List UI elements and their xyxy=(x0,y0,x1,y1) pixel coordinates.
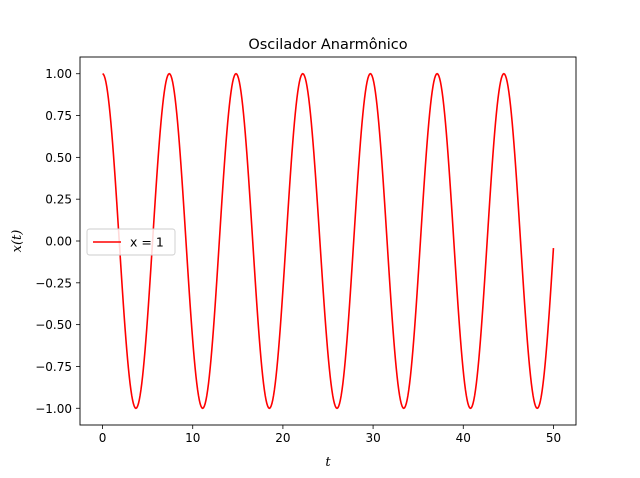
x-tick-label: 40 xyxy=(456,431,471,445)
x-tick-label: 20 xyxy=(275,431,290,445)
x-tick-label: 10 xyxy=(185,431,200,445)
x-tick-label: 0 xyxy=(99,431,107,445)
y-tick-label: 1.00 xyxy=(45,67,72,81)
legend-box xyxy=(86,228,176,256)
y-tick-label: 0.50 xyxy=(45,151,72,165)
y-tick-label: 0.25 xyxy=(45,193,72,207)
legend-label: x = 1 xyxy=(130,235,164,250)
chart-title: Oscilador Anarmônico xyxy=(248,37,407,53)
y-tick-label: 0.00 xyxy=(45,235,72,249)
x-tick-label: 30 xyxy=(365,431,380,445)
x-axis-label: t xyxy=(325,455,331,470)
y-axis-label: x(t) xyxy=(10,230,25,253)
x-tick-label: 50 xyxy=(546,431,561,445)
legend: x = 1 xyxy=(86,228,176,256)
y-tick-label: −1.00 xyxy=(35,402,72,416)
y-tick-label: −0.25 xyxy=(35,276,72,290)
y-tick-label: 0.75 xyxy=(45,109,72,123)
y-tick-label: −0.50 xyxy=(35,318,72,332)
series-line-x1 xyxy=(102,72,555,410)
y-tick-label: −0.75 xyxy=(35,360,72,374)
